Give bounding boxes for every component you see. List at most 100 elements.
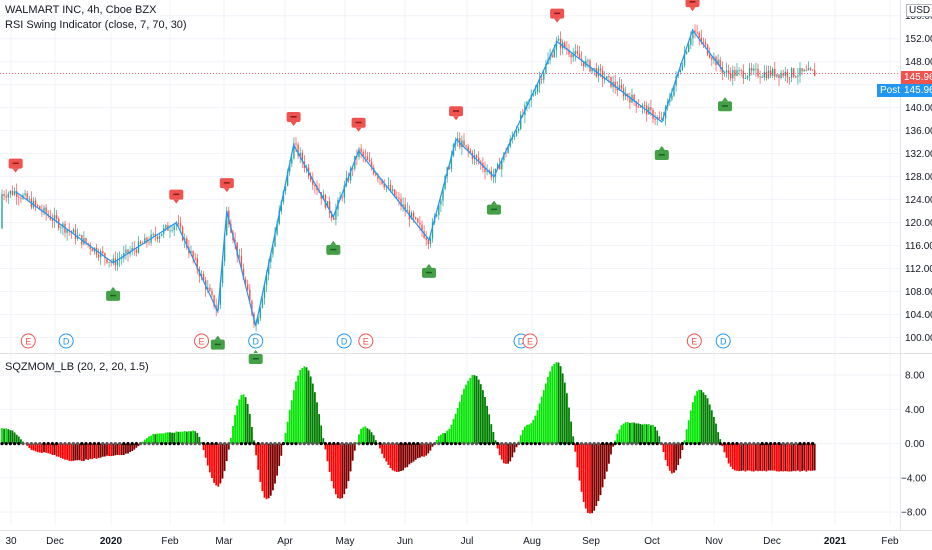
momentum-bar xyxy=(99,443,102,458)
momentum-bar xyxy=(490,424,493,444)
squeeze-dot xyxy=(50,442,55,446)
momentum-bar xyxy=(700,389,703,444)
momentum-bar xyxy=(813,443,816,471)
squeeze-dot xyxy=(122,442,126,446)
squeeze-dot xyxy=(559,442,563,446)
momentum-bar xyxy=(503,443,505,464)
momentum-bar xyxy=(727,443,730,464)
squeeze-dot xyxy=(609,442,613,446)
price-axis[interactable]: 100.00 104.00 108.00 112.00 116.00 120.00 124.… xyxy=(905,11,932,344)
momentum-bar xyxy=(626,422,629,444)
momentum-bar xyxy=(610,443,612,455)
momentum-bar xyxy=(425,443,428,456)
squeeze-dot xyxy=(235,442,239,446)
momentum-bar xyxy=(486,405,488,444)
momentum-bar xyxy=(5,428,8,444)
momentum-bar xyxy=(608,443,610,464)
candle-body xyxy=(272,246,274,255)
squeeze-dot xyxy=(105,442,109,446)
candle-body xyxy=(190,251,192,254)
momentum-bar xyxy=(574,443,577,452)
momentum-bar xyxy=(337,443,339,499)
candle-body xyxy=(358,148,360,158)
momentum-bar xyxy=(414,443,417,460)
candle-body xyxy=(814,70,816,77)
squeeze-dot xyxy=(8,442,12,446)
momentum-bar xyxy=(696,391,698,444)
candle-body xyxy=(744,78,747,79)
momentum-bar xyxy=(91,443,94,460)
squeeze-dot xyxy=(496,442,500,446)
candle-body xyxy=(759,76,761,78)
squeeze-dot xyxy=(286,442,290,446)
sell-signal-pointer xyxy=(453,116,460,121)
momentum-bar xyxy=(385,443,388,462)
momentum-bar xyxy=(78,443,81,461)
buy-signal-glyph xyxy=(330,248,337,251)
momentum-bar xyxy=(549,371,551,444)
momentum-bar xyxy=(589,443,591,514)
momentum-bar xyxy=(83,443,85,461)
squeeze-dot xyxy=(13,442,17,446)
momentum-bar xyxy=(162,433,165,444)
buy-signal-glyph xyxy=(252,358,259,360)
squeeze-dot xyxy=(319,442,323,446)
candle-body xyxy=(331,212,333,218)
time-tick-label: Sep xyxy=(582,536,600,547)
momentum-bar xyxy=(692,402,694,444)
candle-body xyxy=(576,51,579,55)
indicator-sqzmom-label[interactable]: SQZMOM_LB (20, 2, 20, 1.5) xyxy=(5,361,149,373)
momentum-bar xyxy=(13,432,16,444)
candle-body xyxy=(60,227,62,229)
candle-body xyxy=(74,229,77,239)
squeeze-dot xyxy=(223,442,227,446)
candle-body xyxy=(13,191,16,195)
indicator-rsi-label[interactable]: RSI Swing Indicator (close, 7, 70, 30) xyxy=(5,19,187,31)
buy-signal-glyph xyxy=(658,154,665,156)
candle-body xyxy=(104,253,106,259)
candle-body xyxy=(211,290,213,296)
candle-body xyxy=(601,70,604,80)
momentum-axis[interactable]: −8.00 −4.00 0.00 4.00 8.00 xyxy=(901,371,927,519)
candle-body xyxy=(207,287,209,290)
momentum-bar xyxy=(345,443,348,489)
candle-body xyxy=(259,307,261,319)
momentum-bar xyxy=(761,443,764,472)
momentum-bar xyxy=(362,427,365,444)
candle-body xyxy=(244,279,247,285)
candle-body xyxy=(261,298,264,308)
momentum-bar xyxy=(631,422,633,444)
sell-signal-pointer xyxy=(355,127,362,132)
candle-body xyxy=(618,85,621,91)
momentum-bar xyxy=(629,422,631,444)
event-label: D xyxy=(518,337,525,347)
momentum-bar xyxy=(769,443,772,471)
momentum-bar xyxy=(673,443,675,473)
momentum-bar xyxy=(295,381,297,444)
momentum-bar xyxy=(263,443,266,498)
momentum-bar xyxy=(209,443,211,473)
candle-body xyxy=(753,68,755,71)
momentum-bar xyxy=(194,431,197,444)
squeeze-dot xyxy=(517,442,521,446)
candle-body xyxy=(807,68,810,71)
momentum-bar xyxy=(591,443,593,514)
momentum-bar xyxy=(261,443,264,492)
momentum-bar xyxy=(200,442,203,444)
candle-body xyxy=(597,68,600,77)
momentum-bar xyxy=(431,443,434,447)
event-label: E xyxy=(527,337,533,347)
squeeze-dot xyxy=(256,442,260,446)
candle-body xyxy=(742,70,744,79)
candle-body xyxy=(427,240,429,245)
candle-body xyxy=(389,184,392,192)
momentum-bar xyxy=(528,424,530,444)
momentum-bar xyxy=(551,366,554,444)
time-axis[interactable]: 30 Dec 2020 Feb Mar Apr May Jun Jul Aug Sep Oct Nov D… xyxy=(5,536,899,547)
candle-body xyxy=(748,68,751,77)
momentum-bar xyxy=(532,419,535,444)
candle-body xyxy=(425,237,427,241)
candle-body xyxy=(110,261,112,263)
candle-body xyxy=(310,176,312,181)
